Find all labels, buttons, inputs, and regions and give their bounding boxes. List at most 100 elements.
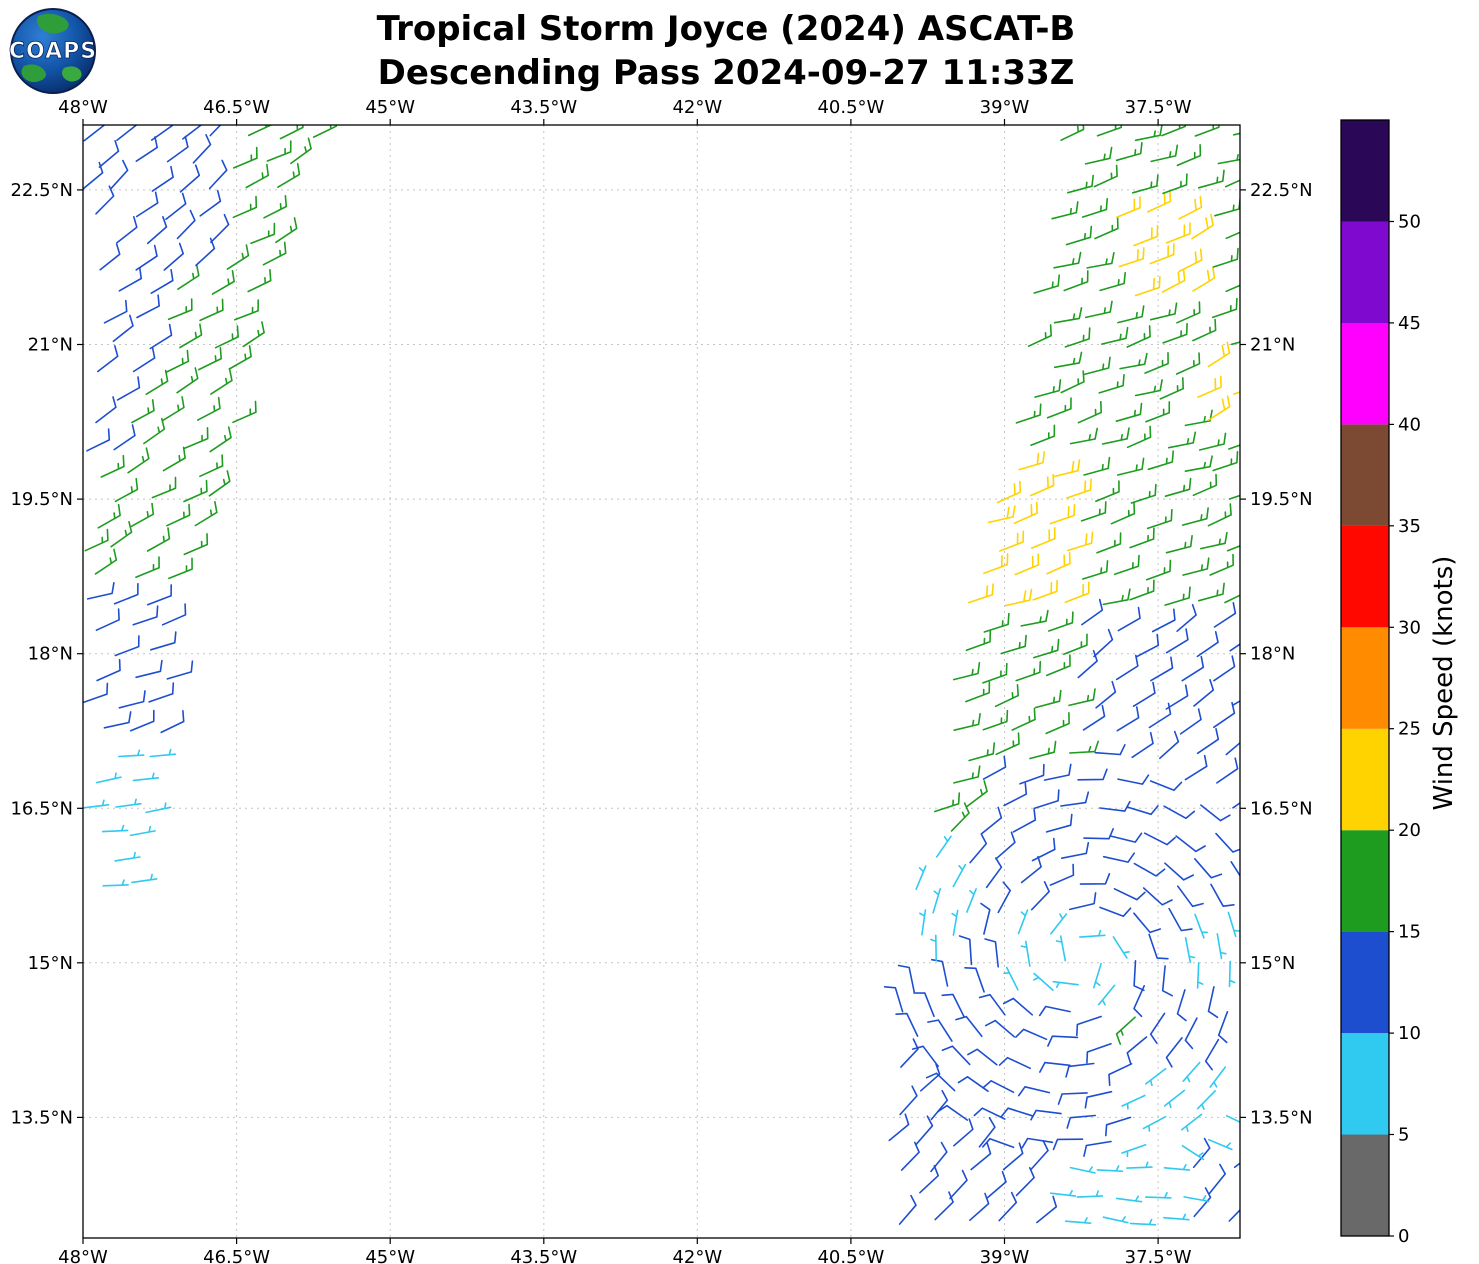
x-tick-label: 39°W: [980, 97, 1030, 118]
wind-barb: [1048, 611, 1074, 632]
wind-barb: [934, 1191, 954, 1221]
wind-barb: [1115, 1195, 1143, 1203]
colorbar-segment: [1341, 322, 1389, 425]
wind-barb: [262, 241, 287, 266]
wind-barb: [937, 1104, 969, 1121]
wind-barb: [199, 454, 224, 478]
wind-barb: [116, 376, 141, 401]
wind-barb: [1029, 473, 1055, 497]
wind-barb: [115, 798, 142, 808]
wind-barb: [1148, 702, 1172, 729]
wind-barb: [931, 958, 949, 987]
wind-barb: [1217, 154, 1240, 165]
wind-barb: [150, 269, 174, 294]
wind-barb: [1196, 1090, 1216, 1110]
wind-barb: [1112, 936, 1130, 959]
wind-barb: [1126, 805, 1159, 816]
wind-barb: [1034, 379, 1062, 398]
wind-barb: [1115, 654, 1139, 681]
wind-barb: [969, 1192, 990, 1221]
wind-barb: [86, 582, 115, 600]
wind-barb: [176, 209, 196, 240]
wind-barb: [116, 125, 138, 141]
wind-barb: [1178, 195, 1203, 220]
wind-barb: [182, 125, 203, 140]
wind-barb: [1086, 1043, 1112, 1064]
wind-barb: [166, 503, 191, 527]
wind-barb: [232, 195, 258, 219]
wind-barb: [245, 163, 269, 189]
wind-barb: [1207, 341, 1231, 368]
wind-barb: [900, 1038, 919, 1068]
wind-barb: [925, 1072, 956, 1092]
wind-barb: [1046, 551, 1071, 575]
wind-barb: [183, 427, 209, 450]
wind-barb: [1150, 656, 1174, 682]
wind-barb: [1161, 965, 1173, 997]
wind-barb: [1003, 966, 1019, 991]
wind-barb: [1053, 307, 1083, 324]
wind-barb: [1049, 1189, 1077, 1197]
wind-barb: [1133, 862, 1166, 877]
wind-barb: [1069, 892, 1097, 911]
wind-barb: [1020, 940, 1031, 967]
wind-barb: [1066, 478, 1092, 499]
wind-barb: [165, 192, 187, 220]
wind-barb: [1180, 1113, 1203, 1132]
wind-barb: [1145, 1191, 1172, 1199]
wind-barb: [1080, 501, 1107, 522]
wind-barb: [984, 1019, 1016, 1038]
wind-barb: [955, 1015, 983, 1038]
wind-barb: [1046, 654, 1071, 677]
wind-barb: [1145, 559, 1172, 581]
wind-barb: [1017, 1086, 1051, 1097]
wind-barb: [1126, 1036, 1148, 1064]
wind-barb: [1181, 655, 1205, 682]
colorbar-segment: [1341, 728, 1389, 831]
wind-barb: [949, 1169, 968, 1200]
wind-barb: [1102, 852, 1135, 863]
wind-barb: [1096, 1165, 1124, 1172]
wind-barb: [1061, 842, 1090, 859]
wind-barb: [1046, 397, 1072, 419]
wind-barb: [911, 1045, 939, 1068]
wind-barb: [985, 857, 1003, 889]
wind-barb: [1207, 503, 1232, 527]
wind-barb: [113, 582, 139, 605]
x-tick-label: 43.5°W: [510, 1247, 577, 1264]
wind-barb: [277, 163, 301, 188]
wind-barb: [1077, 650, 1098, 679]
wind-barb: [1077, 768, 1108, 781]
wind-barb: [1145, 1067, 1167, 1087]
colorbar: 0 5 10 15 20 25 30 35 40 45 50: [1340, 119, 1421, 1247]
wind-barb: [950, 802, 970, 832]
x-tick-label: 40.5°W: [817, 97, 884, 118]
x-tick-label: 40.5°W: [817, 1247, 884, 1264]
wind-barb: [1064, 327, 1091, 348]
wind-barb: [1148, 933, 1169, 960]
wind-barb: [1033, 972, 1054, 991]
wind-barb: [919, 1164, 939, 1194]
wind-barb: [1116, 196, 1141, 219]
wind-barb: [895, 1012, 919, 1037]
wind-barb: [1175, 835, 1206, 853]
wind-barb: [1030, 527, 1056, 549]
wind-barb: [135, 191, 159, 218]
wind-barb: [1229, 643, 1240, 652]
wind-barb: [1002, 1142, 1024, 1171]
wind-barb: [1027, 324, 1052, 347]
y-tick-label: 22.5°N: [10, 180, 73, 201]
wind-barb: [1196, 728, 1220, 755]
wind-barb: [127, 447, 150, 474]
wind-barb: [168, 557, 193, 580]
wind-barb: [131, 399, 155, 424]
colorbar-segment: [1341, 1033, 1389, 1135]
wind-barb: [234, 299, 259, 321]
wind-barb: [1116, 706, 1140, 732]
wind-barb: [958, 935, 973, 966]
wind-barb: [1159, 730, 1180, 760]
wind-barb: [1133, 960, 1145, 992]
wind-barb: [1085, 300, 1113, 319]
wind-barb: [1177, 885, 1204, 908]
